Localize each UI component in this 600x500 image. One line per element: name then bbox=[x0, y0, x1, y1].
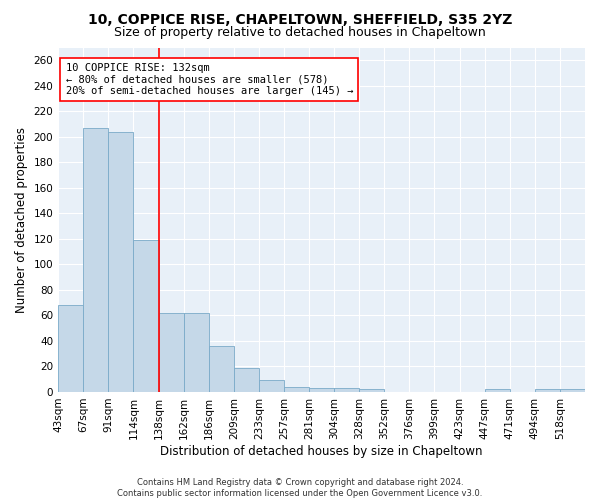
Text: Contains HM Land Registry data © Crown copyright and database right 2024.
Contai: Contains HM Land Registry data © Crown c… bbox=[118, 478, 482, 498]
Bar bbox=[83, 128, 109, 392]
Bar bbox=[158, 313, 184, 392]
Bar bbox=[485, 390, 510, 392]
Y-axis label: Number of detached properties: Number of detached properties bbox=[15, 126, 28, 312]
Bar bbox=[259, 380, 284, 392]
Bar bbox=[234, 368, 259, 392]
Text: 10, COPPICE RISE, CHAPELTOWN, SHEFFIELD, S35 2YZ: 10, COPPICE RISE, CHAPELTOWN, SHEFFIELD,… bbox=[88, 12, 512, 26]
Bar bbox=[535, 390, 560, 392]
Bar bbox=[184, 313, 209, 392]
Bar bbox=[359, 390, 385, 392]
Bar bbox=[58, 305, 83, 392]
Bar bbox=[109, 132, 133, 392]
X-axis label: Distribution of detached houses by size in Chapeltown: Distribution of detached houses by size … bbox=[160, 444, 483, 458]
Bar bbox=[560, 390, 585, 392]
Bar bbox=[334, 388, 359, 392]
Bar bbox=[209, 346, 234, 392]
Bar bbox=[309, 388, 334, 392]
Bar bbox=[133, 240, 158, 392]
Bar bbox=[284, 387, 309, 392]
Text: 10 COPPICE RISE: 132sqm
← 80% of detached houses are smaller (578)
20% of semi-d: 10 COPPICE RISE: 132sqm ← 80% of detache… bbox=[65, 63, 353, 96]
Text: Size of property relative to detached houses in Chapeltown: Size of property relative to detached ho… bbox=[114, 26, 486, 39]
